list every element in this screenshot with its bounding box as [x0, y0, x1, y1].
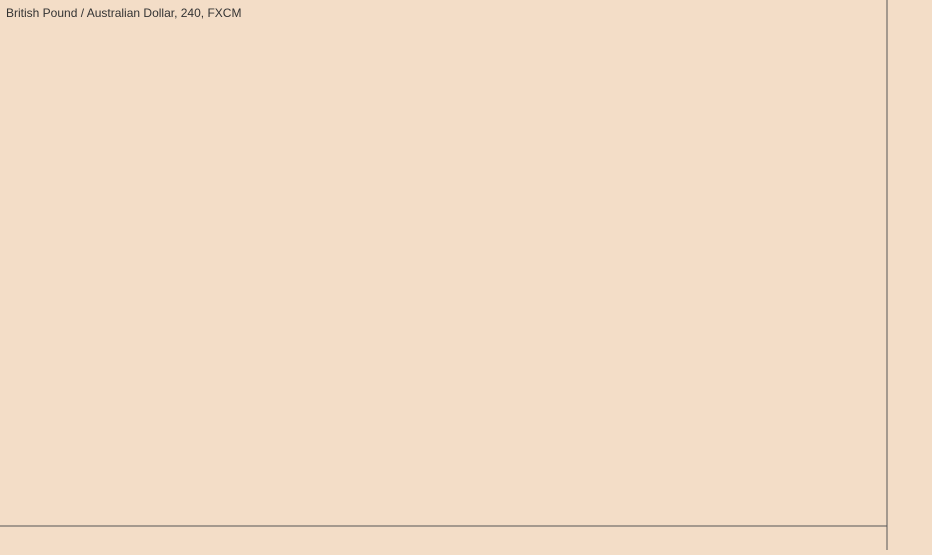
price-axis [887, 0, 932, 550]
chart-title: British Pound / Australian Dollar, 240, … [6, 6, 241, 20]
